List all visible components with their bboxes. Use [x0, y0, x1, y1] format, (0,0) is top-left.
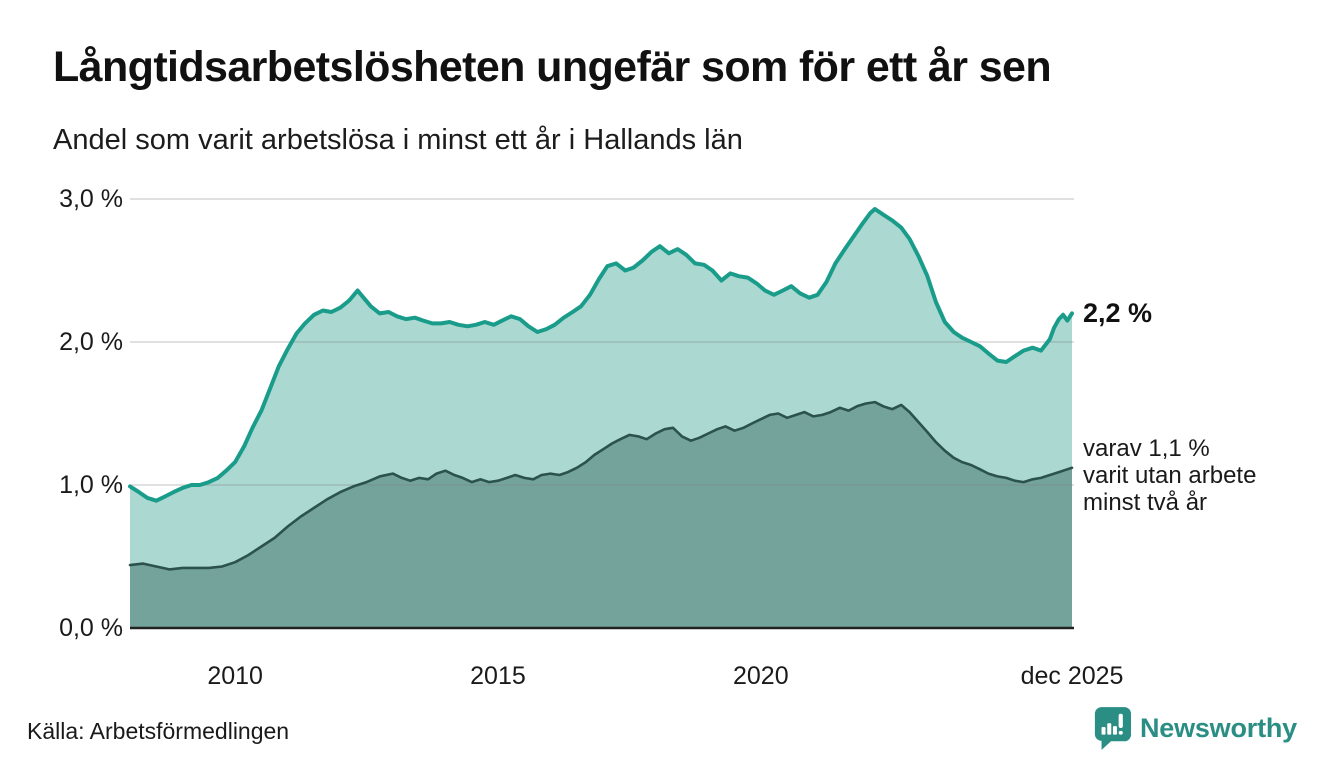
y-axis-label: 3,0 % — [59, 185, 123, 213]
end-value-label-one-year: 2,2 % — [1083, 298, 1153, 329]
y-axis-label: 0,0 % — [59, 614, 123, 642]
y-axis-label: 2,0 % — [59, 328, 123, 356]
x-axis-label: dec 2025 — [1020, 662, 1124, 690]
x-axis-label: 2010 — [207, 662, 263, 690]
line-two-years — [128, 400, 1074, 571]
area-fill-two-years — [130, 402, 1072, 628]
source-note: Källa: Arbetsförmedlingen — [27, 718, 290, 744]
page-title: Långtidsarbetslösheten ungefär som för e… — [53, 43, 1052, 91]
end-value-label-two-years-line1: varav 1,1 % — [1083, 435, 1210, 462]
newsworthy-wordmark: Newsworthy — [1139, 712, 1297, 743]
newsworthy-speech-bubble-bar-chart-icon — [1094, 707, 1131, 750]
x-axis-label: 2015 — [470, 662, 526, 690]
end-value-label-two-years: varav 1,1 % varit utan arbete minst två … — [1083, 435, 1256, 516]
page-subtitle: Andel som varit arbetslösa i minst ett å… — [53, 124, 743, 156]
end-value-label-two-years-line3: minst två år — [1083, 489, 1208, 516]
end-value-label-two-years-line2: varit utan arbete — [1083, 462, 1257, 489]
y-axis-label: 1,0 % — [59, 471, 123, 499]
line-one-year — [128, 207, 1074, 503]
x-axis-label: 2020 — [732, 662, 789, 690]
newsworthy-logo: Newsworthy — [1093, 706, 1297, 750]
